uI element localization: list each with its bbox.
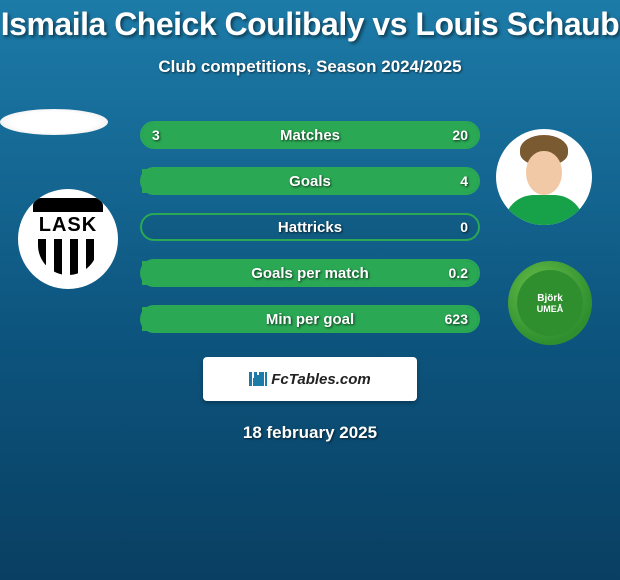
comparison-area: LASK Björk UMEÅ 3 Matches 20 Goals 4 Hattrick… (0, 109, 620, 339)
player-b-avatar (496, 129, 592, 225)
stat-fill-left (142, 123, 186, 147)
club-a-name: LASK (39, 214, 97, 237)
brand-text: FcTables.com (271, 371, 370, 388)
stat-label: Hattricks (278, 219, 342, 236)
brand-badge[interactable]: FcTables.com (203, 357, 417, 401)
club-b-name-line2: UMEÅ (537, 304, 564, 314)
stat-value-right: 4 (460, 173, 468, 189)
stat-bar: Goals per match 0.2 (140, 259, 480, 287)
stat-bar: Hattricks 0 (140, 213, 480, 241)
date-text: 18 february 2025 (0, 423, 620, 443)
stat-bars: 3 Matches 20 Goals 4 Hattricks 0 Goals per matc… (140, 121, 480, 333)
stat-value-right: 0.2 (449, 265, 468, 281)
page-title: Ismaila Cheick Coulibaly vs Louis Schaub (0, 6, 620, 43)
stat-bar: Goals 4 (140, 167, 480, 195)
stat-label: Min per goal (266, 311, 354, 328)
club-b-name-line1: Björk (537, 293, 563, 304)
stat-value-left: 3 (152, 127, 160, 143)
stat-label: Goals per match (251, 265, 369, 282)
stat-bar: Min per goal 623 (140, 305, 480, 333)
page-subtitle: Club competitions, Season 2024/2025 (0, 57, 620, 77)
stat-bar: 3 Matches 20 (140, 121, 480, 149)
player-b-club-badge: Björk UMEÅ (508, 261, 592, 345)
stat-value-right: 623 (445, 311, 468, 327)
stat-label: Matches (280, 127, 340, 144)
player-a-club-badge: LASK (18, 189, 118, 289)
bar-chart-icon (249, 372, 267, 386)
stat-value-right: 0 (460, 219, 468, 235)
player-a-avatar (0, 109, 108, 135)
stat-value-right: 20 (452, 127, 468, 143)
stat-label: Goals (289, 173, 331, 190)
